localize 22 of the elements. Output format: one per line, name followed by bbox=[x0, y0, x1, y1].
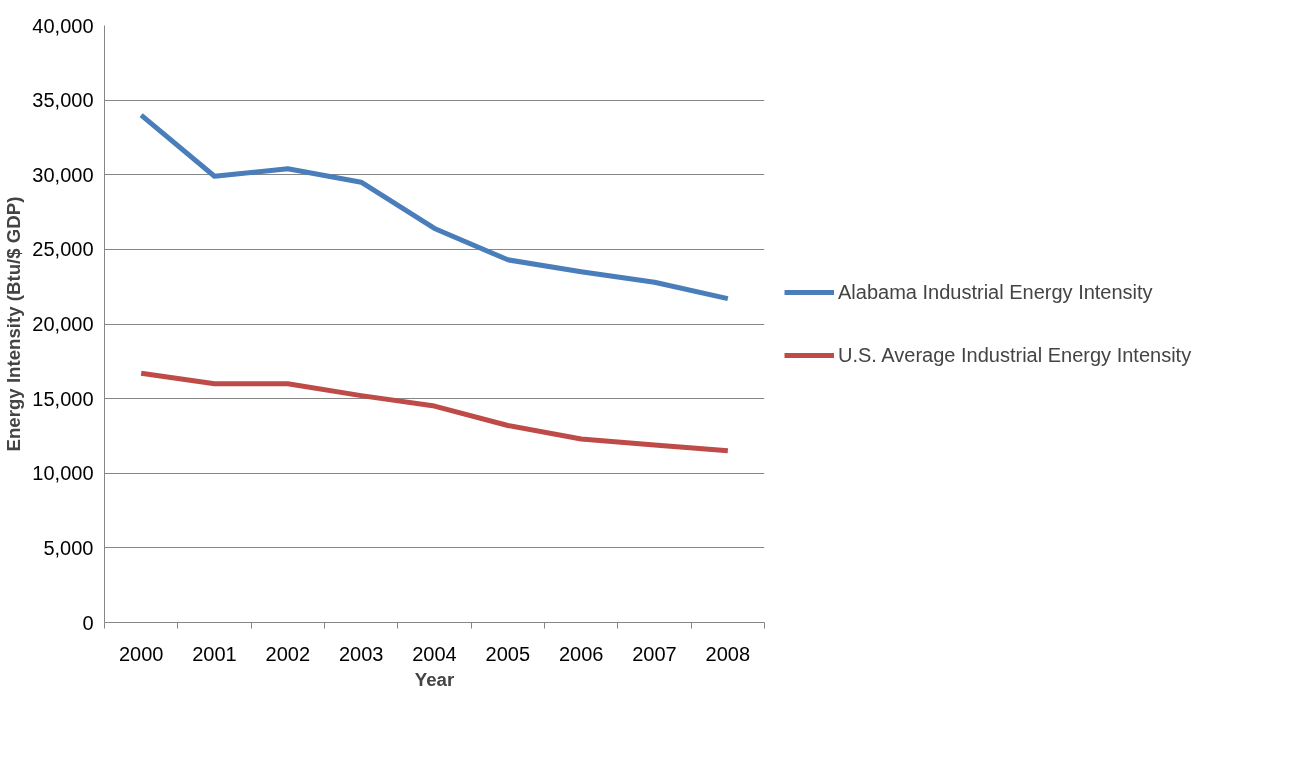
x-tick-label: 2006 bbox=[558, 642, 604, 665]
x-tick-label: 2002 bbox=[265, 642, 311, 665]
x-tick-label: 2004 bbox=[412, 642, 457, 665]
x-tick-label: 2008 bbox=[705, 642, 751, 665]
x-tick-label: 2001 bbox=[192, 642, 237, 665]
y-tick-label: 20,000 bbox=[32, 313, 94, 335]
y-tick-label: 30,000 bbox=[32, 163, 94, 186]
legend-label: Alabama Industrial Energy Intensity bbox=[838, 280, 1153, 304]
x-tick-label: 2005 bbox=[485, 642, 531, 665]
y-tick-label: 40,000 bbox=[32, 14, 94, 37]
x-axis-title: Year bbox=[414, 668, 455, 690]
legend-label: U.S. Average Industrial Energy Intensity bbox=[838, 343, 1192, 367]
y-tick-label: 5,000 bbox=[43, 536, 94, 559]
y-tick-label: 10,000 bbox=[32, 462, 94, 485]
y-tick-label: 25,000 bbox=[32, 238, 94, 261]
y-axis-title: Energy Intensity (Btu/$ GDP) bbox=[3, 196, 25, 452]
y-tick-label: 0 bbox=[82, 611, 94, 634]
y-tick-label: 35,000 bbox=[32, 89, 94, 112]
x-tick-label: 2003 bbox=[338, 642, 384, 665]
x-tick-label: 2007 bbox=[632, 642, 677, 665]
y-tick-label: 15,000 bbox=[32, 387, 94, 410]
x-tick-label: 2000 bbox=[118, 642, 164, 665]
